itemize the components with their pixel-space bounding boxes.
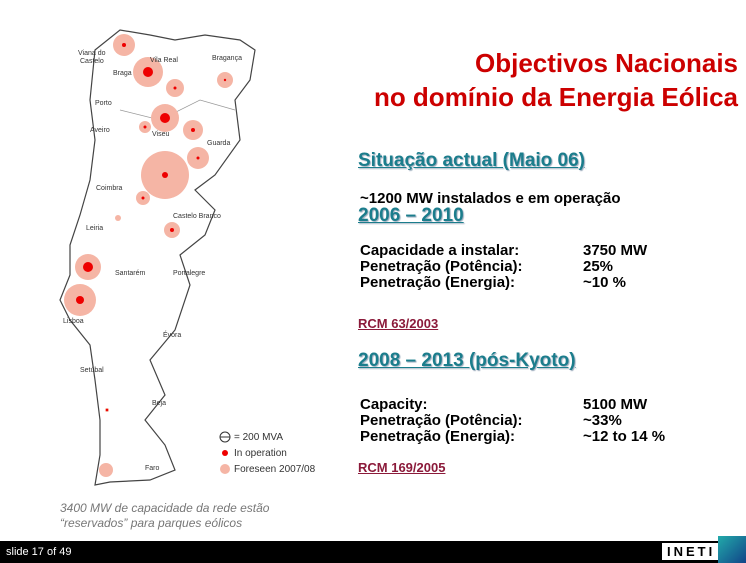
place-label: Viana do	[78, 50, 106, 57]
place-label: Santarém	[115, 270, 146, 277]
legend-label: Foreseen 2007/08	[234, 464, 316, 475]
row-value: 25%	[583, 258, 614, 275]
row-value: 5100 MW	[583, 396, 648, 413]
row-label: Penetração (Potência):	[360, 258, 523, 275]
reference-link[interactable]: RCM 63/2003	[358, 316, 439, 331]
place-label: Guarda	[207, 140, 230, 147]
legend-label: In operation	[234, 448, 287, 459]
place-label: Porto	[95, 100, 112, 107]
caption: 3400 MW de capacidade da rede estão	[60, 501, 270, 515]
row-value: ~12 to 14 %	[583, 428, 666, 445]
row-label: Penetração (Energia):	[360, 274, 516, 291]
section-heading: 2006 – 2010	[358, 205, 464, 226]
caption: “reservados” para parques eólicos	[60, 516, 243, 530]
row-label: Capacity:	[360, 396, 428, 413]
row-value: 3750 MW	[583, 242, 648, 259]
section-heading: 2008 – 2013 (pós-Kyoto)	[358, 350, 576, 371]
place-label: Bragança	[212, 55, 242, 62]
legend-dot	[222, 450, 228, 456]
row-label: Penetração (Energia):	[360, 428, 516, 445]
legend-label: = 200 MVA	[234, 432, 283, 443]
reference-link[interactable]: RCM 169/2005	[358, 460, 446, 475]
place-label: Portalegre	[173, 270, 205, 277]
section-heading: Situação actual (Maio 06)	[358, 150, 586, 171]
row-value: ~33%	[583, 412, 622, 429]
place-label: Setúbal	[80, 367, 104, 374]
place-label: Lisboa	[63, 318, 84, 325]
country-outline	[59, 29, 256, 486]
place-label: Leiria	[86, 225, 103, 232]
place-label: Beja	[152, 400, 166, 407]
row-label: Capacidade a instalar:	[360, 242, 520, 259]
place-label: Castelo	[80, 58, 104, 65]
title: Objectivos Nacionais	[475, 48, 738, 78]
place-label: Castelo Branco	[173, 213, 221, 220]
place-label: Braga	[113, 70, 132, 77]
logo: INETI	[662, 543, 721, 560]
dots	[76, 43, 227, 412]
place-label: Faro	[145, 465, 160, 472]
place-label: Vila Real	[150, 57, 178, 64]
slide-number: slide 17 of 49	[6, 546, 72, 558]
place-label: Viseu	[152, 131, 169, 138]
place-label: Coimbra	[96, 185, 123, 192]
row-value: ~10 %	[583, 274, 626, 291]
district-borders	[119, 99, 236, 121]
section-text: ~1200 MW instalados e em operação	[360, 190, 621, 207]
logo-square	[718, 536, 746, 563]
place-label: Évora	[163, 330, 181, 339]
row-label: Penetração (Potência):	[360, 412, 523, 429]
legend-circle	[220, 464, 230, 474]
title: no domínio da Energia Eólica	[373, 82, 738, 112]
place-label: Aveiro	[90, 127, 110, 134]
footer-bar	[0, 541, 746, 563]
